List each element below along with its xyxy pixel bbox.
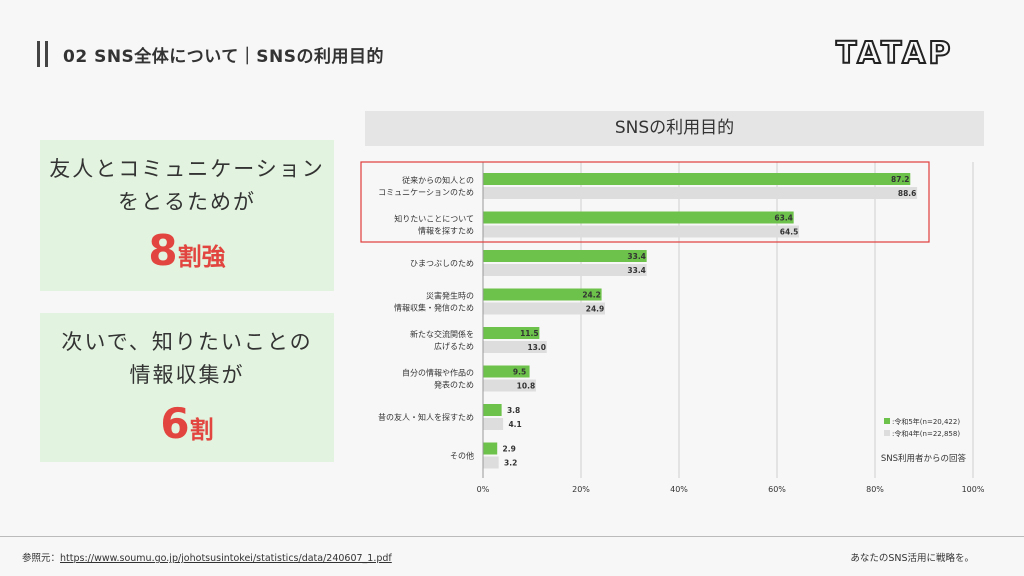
data-label: 13.0 [527,343,546,352]
data-label: 87.2 [891,175,910,184]
card2-unit: 割 [189,416,214,444]
category-label: ひまつぶしのため [410,259,474,268]
data-label: 9.5 [513,368,526,377]
data-label: 33.4 [627,266,646,275]
legend-swatch [884,430,890,436]
bar-r4 [483,187,918,199]
summary-card-friends: 友人とコミュニケーション をとるためが 8割強 [40,140,334,291]
data-label: 24.2 [582,291,601,300]
category-label: 広げるため [434,341,474,351]
bar-r5 [483,250,647,262]
category-label: 発表のため [434,380,474,390]
chart-note: SNS利用者からの回答 [881,453,967,464]
category-label: 情報収集・発信のため [394,303,474,313]
chart-title: SNSの利用目的 [365,111,984,146]
footer-tagline: あなたのSNS活用に戦略を。 [850,553,974,564]
card1-line1: 友人とコミュニケーション [49,157,325,181]
card1-line2: をとるためが [118,190,256,214]
data-label: 3.2 [504,459,517,468]
data-label: 64.5 [780,228,799,237]
card2-line2: 情報収集が [129,363,245,387]
x-tick-label: 20% [572,485,590,494]
legend-label: :令和4年(n=22,858) [892,429,960,438]
card2-line1: 次いで、知りたいことの [61,330,313,354]
bar-r5 [483,173,911,185]
bar-r4 [483,302,606,315]
bar-chart: 0% 20% 40% 60% 80% 100% 87.2 88.6 従来からの知人とのコミュニケ… [360,161,985,494]
category-label: 災害発生時の [426,291,474,301]
data-label: 63.4 [774,214,793,223]
data-label: 3.8 [507,406,520,415]
data-label: 24.9 [586,305,605,314]
legend-swatch [884,418,890,424]
x-tick-label: 80% [866,485,884,494]
category-label: 新たな交流関係を [410,329,474,339]
category-label: 自分の情報や作品の [402,368,474,378]
x-tick-label: 60% [768,485,786,494]
card2-number: 6 [160,399,190,448]
x-tick-label: 100% [962,485,985,494]
data-label: 10.8 [517,382,536,391]
bar-r4 [483,418,504,430]
bar-r5 [483,404,502,416]
data-label: 33.4 [627,252,646,261]
footer-divider [0,536,1024,537]
legend-label: :令和5年(n=20,422) [892,417,960,426]
data-label: 4.1 [508,420,521,429]
bar-r5 [483,327,540,339]
bar-r4 [483,341,547,353]
card1-unit: 割強 [177,243,226,271]
page-title: 02 SNS全体について｜SNSの利用目的 [63,47,384,67]
bar-r5 [483,211,794,224]
bar-r4 [483,264,647,276]
header-bars-icon [37,41,51,67]
bar-r4 [483,456,499,469]
bar-r4 [483,225,800,238]
data-label: 2.9 [503,445,516,454]
category-label: コミュニケーションのため [378,188,474,197]
category-label: 情報を探すため [418,226,474,236]
data-label: 11.5 [520,329,539,338]
bar-r5 [483,442,498,455]
data-label: 88.6 [898,189,917,198]
category-label: 昔の友人・知人を探すため [378,412,474,422]
footer-source: 参照元：https://www.soumu.go.jp/johotsusinto… [22,550,392,564]
highlight-box [360,161,930,243]
summary-card-info: 次いで、知りたいことの 情報収集が 6割 [40,313,334,462]
x-tick-label: 40% [670,485,688,494]
x-tick-label: 0% [477,485,490,494]
category-label: 従来からの知人との [402,175,474,185]
bar-r4 [483,379,536,392]
card1-number: 8 [148,226,178,275]
source-label: 参照元： [22,553,61,564]
category-label: 知りたいことについて [394,214,474,224]
category-label: その他 [450,451,474,461]
source-link[interactable]: https://www.soumu.go.jp/johotsusintokei/… [60,553,392,564]
bar-r5 [483,365,530,378]
tatap-logo: TATAP [835,35,954,72]
bar-r5 [483,288,602,301]
